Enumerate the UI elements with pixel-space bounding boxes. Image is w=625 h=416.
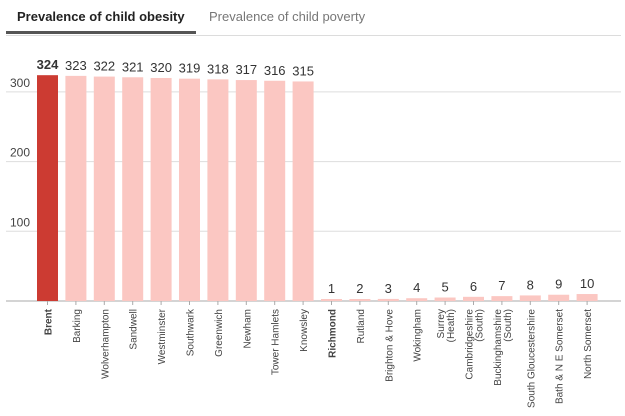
x-tick-label: North Somerset: [583, 309, 594, 379]
data-label: 7: [498, 278, 505, 293]
bar: [93, 76, 115, 301]
x-tick-label: Wolverhampton: [100, 309, 111, 379]
data-label: 6: [470, 279, 477, 294]
x-tick-label: Barking: [72, 309, 83, 343]
data-label: 317: [235, 62, 257, 77]
data-label: 9: [555, 277, 562, 292]
x-tick-label: Tower Hamlets: [271, 309, 282, 375]
active-tab-indicator: [6, 31, 196, 34]
data-label: 10: [580, 276, 594, 291]
bar: [548, 294, 570, 301]
bar: [122, 77, 144, 301]
bar: [434, 297, 456, 301]
x-tick-label: Cambridgeshire: [465, 309, 476, 380]
bar: [235, 80, 257, 301]
data-label: 3: [385, 281, 392, 296]
bar: [292, 81, 314, 301]
x-tick-label: (Heath): [446, 309, 457, 342]
data-label: 319: [179, 61, 201, 76]
x-tick-label: Westminster: [157, 308, 168, 364]
x-tick-label: (South): [475, 309, 486, 342]
x-tick-label: Sandwell: [129, 309, 140, 350]
x-tick-label: Newham: [242, 309, 253, 348]
data-label: 1: [328, 281, 335, 296]
y-tick-label: 100: [10, 215, 30, 229]
data-label: 318: [207, 61, 229, 76]
bar: [321, 299, 342, 301]
x-tick-label: Brent: [44, 308, 55, 335]
x-tick-label: Wokingham: [413, 309, 424, 362]
tab-child-poverty[interactable]: Prevalence of child poverty: [209, 9, 366, 24]
data-label: 323: [65, 58, 87, 73]
tab-child-obesity[interactable]: Prevalence of child obesity: [17, 9, 185, 24]
bar: [264, 80, 286, 302]
data-label: 322: [93, 59, 115, 74]
x-tick-label: Knowsley: [299, 309, 310, 352]
data-label: 5: [441, 280, 448, 295]
bar: [519, 295, 541, 301]
data-label: 316: [264, 63, 286, 78]
x-tick-label: Greenwich: [214, 309, 225, 357]
bar: [37, 75, 58, 301]
bar: [377, 298, 399, 301]
bar: [463, 296, 484, 301]
bar: [491, 296, 513, 301]
bar: [349, 299, 371, 301]
bar: [150, 77, 172, 301]
data-label: 2: [356, 281, 363, 296]
data-label: 320: [150, 60, 172, 75]
x-tick-label: Buckinghamshire: [493, 309, 504, 386]
x-tick-label: Richmond: [328, 309, 339, 358]
data-label: 324: [37, 57, 59, 72]
data-label: 321: [122, 59, 144, 74]
data-label: 8: [527, 277, 534, 292]
x-tick-label: Bath & N E Somerset: [555, 309, 566, 404]
x-tick-label: (South): [503, 309, 514, 342]
bar: [179, 78, 200, 302]
data-label: 315: [292, 63, 314, 78]
x-tick-label: Surrey: [436, 309, 447, 338]
tab-bar: Prevalence of child obesity Prevalence o…: [0, 0, 625, 36]
y-tick-label: 200: [10, 146, 30, 160]
tab-divider: [6, 35, 621, 36]
bar: [207, 79, 229, 301]
x-tick-label: South Gloucestershire: [526, 309, 537, 408]
bar: [406, 298, 428, 301]
x-tick-label: Southwark: [186, 308, 197, 356]
x-tick-label: Brighton & Hove: [384, 309, 395, 382]
data-label: 4: [413, 280, 420, 295]
bar: [576, 294, 598, 301]
bar: [65, 75, 87, 301]
y-tick-label: 300: [10, 76, 30, 90]
x-tick-label: Rutland: [356, 309, 367, 343]
